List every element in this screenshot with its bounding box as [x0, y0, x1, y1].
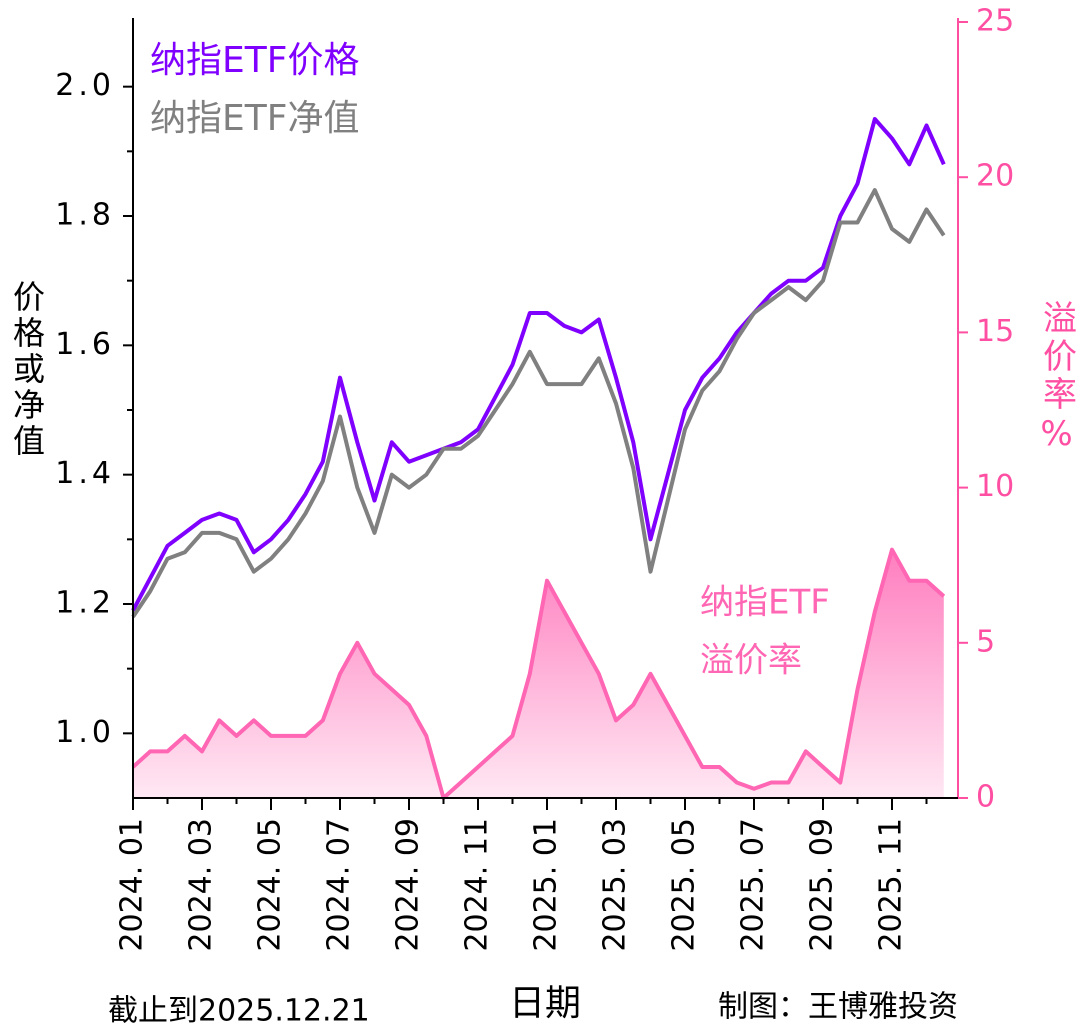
x-tick-label: 2024. 05 — [253, 818, 288, 952]
x-tick-label: 2025. 05 — [667, 818, 702, 952]
x-tick-label: 2024. 01 — [115, 818, 150, 952]
x-tick-label: 2024. 07 — [322, 818, 357, 952]
y2-tick-label: 20 — [976, 159, 1014, 194]
y-tick-label: 1.8 — [55, 198, 115, 233]
y-tick-label: 1.2 — [55, 586, 115, 621]
x-tick-label: 2024. 11 — [460, 818, 495, 952]
y2-tick-label: 15 — [976, 314, 1014, 349]
x-tick-label: 2025. 07 — [736, 818, 771, 952]
y2-tick-label: 10 — [976, 469, 1014, 504]
y2-tick-label: 0 — [976, 780, 995, 815]
y-tick-label: 1.0 — [55, 715, 115, 750]
x-tick-label: 2024. 09 — [391, 818, 426, 952]
y2-tick-label: 5 — [976, 624, 995, 659]
plot-area: 1.0 1.2 1.4 1.6 1.8 2.0 0 5 10 15 20 25 2024. 01 2024… — [55, 4, 1014, 952]
x-tick-label: 2024. 03 — [184, 818, 219, 952]
footer-right: 制图：王博雅投资 — [718, 990, 958, 1025]
x-axis-label: 日期 — [509, 983, 581, 1024]
premium-area — [133, 549, 944, 798]
series-line — [131, 547, 946, 800]
x-tick-label: 2025. 11 — [874, 818, 909, 952]
annotation-line1: 纳指ETF — [700, 583, 830, 623]
y2-tick-label: 25 — [976, 4, 1014, 39]
y-tick-label: 1.6 — [55, 327, 115, 362]
y-tick-label: 2.0 — [55, 68, 115, 103]
footer-left: 截止到2025.12.21 — [108, 994, 370, 1029]
x-tick-label: 2025. 03 — [598, 818, 633, 952]
series-line — [131, 117, 946, 612]
legend-nav: 纳指ETF净值 — [150, 98, 359, 139]
y-axis-label: 价格或净值 — [8, 280, 46, 460]
annotation-line2: 溢价率 — [700, 641, 802, 681]
series-line — [131, 188, 946, 619]
y2-axis-label: 溢价率% — [1037, 300, 1077, 458]
legend-price: 纳指ETF价格 — [150, 40, 359, 81]
x-tick-label: 2025. 09 — [805, 818, 840, 952]
y-tick-label: 1.4 — [55, 456, 115, 491]
x-tick-label: 2025. 01 — [529, 818, 564, 952]
